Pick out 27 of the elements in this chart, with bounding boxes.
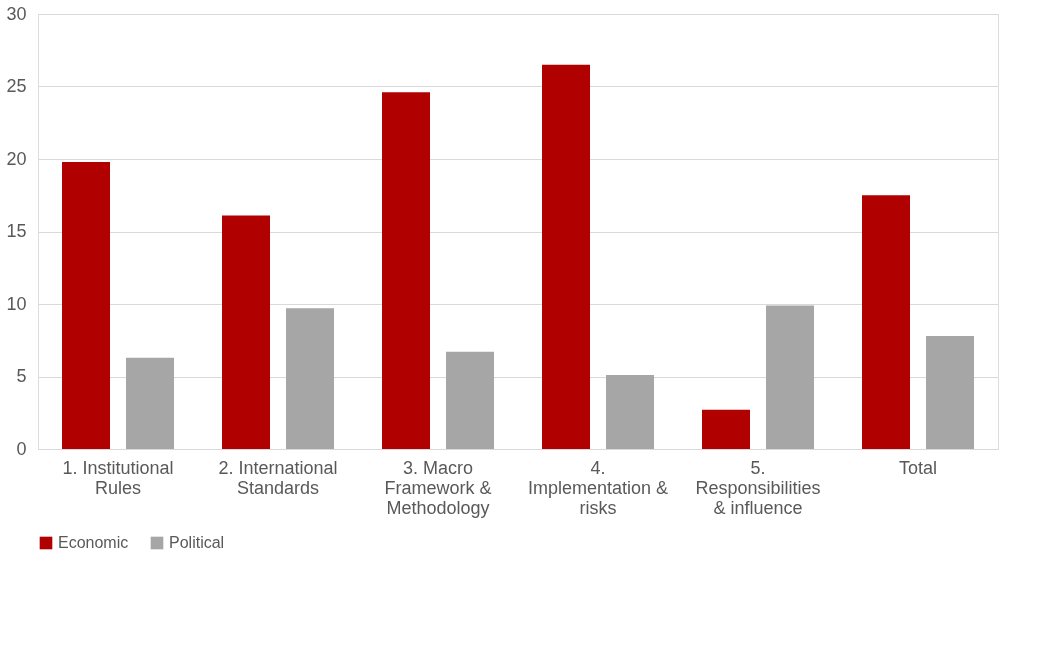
bar: [446, 351, 494, 449]
bar: [606, 375, 654, 449]
bar: [766, 305, 814, 449]
x-tick-label: 3. Macro Framework & Methodology: [384, 457, 492, 518]
y-tick-label: 10: [6, 293, 27, 314]
bar: [62, 161, 110, 449]
legend-label: Political: [169, 534, 225, 551]
x-tick-label: 5. Responsibilities & influence: [695, 457, 821, 518]
bar: [222, 215, 270, 449]
y-tick-label: 30: [6, 3, 27, 24]
y-tick-label: 20: [6, 148, 27, 169]
bar: [286, 308, 334, 449]
legend-label: Economic: [58, 534, 129, 551]
y-tick-label: 0: [16, 438, 27, 459]
bar: [542, 64, 590, 449]
x-tick-label: 4. Implementation & risks: [527, 457, 669, 518]
bar: [702, 409, 750, 449]
x-tick-label: 1. Institutional Rules: [62, 457, 174, 498]
bar: [382, 92, 430, 449]
x-tick-label: 2. International Standards: [218, 457, 338, 498]
bar: [862, 195, 910, 449]
y-tick-label: 15: [6, 221, 27, 241]
x-tick-label: Total: [898, 457, 938, 478]
bar: [926, 335, 974, 449]
y-tick-label: 5: [16, 366, 27, 386]
y-tick-label: 25: [6, 76, 27, 96]
bar: [126, 357, 174, 449]
